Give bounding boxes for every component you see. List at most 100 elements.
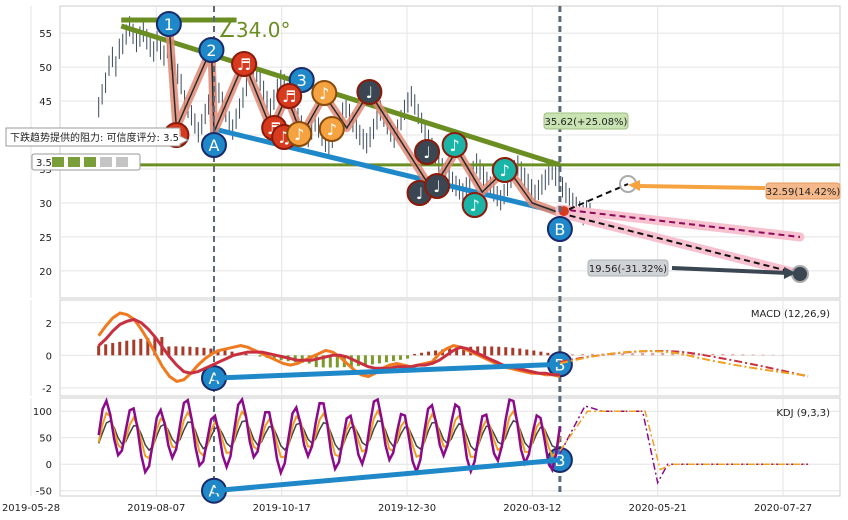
kdj-fc-j [559, 405, 809, 485]
kdj-fc-k [559, 410, 809, 471]
macd-hist-5 [132, 339, 136, 356]
macd-fc-hist-12 [691, 353, 695, 356]
note-dark-1-text: ♩ [423, 143, 431, 162]
macd-hist-0 [97, 345, 101, 356]
marker-a-price-text: A [209, 136, 220, 155]
macd-hist-40 [377, 355, 381, 364]
note-orange-2: ♪ [318, 116, 345, 142]
macd-hist-32 [321, 355, 325, 368]
note-orange-0: ♪ [286, 121, 313, 147]
macd-y-tick-2: 2 [46, 319, 52, 330]
x-tick-1: 2019-08-07 [127, 503, 185, 514]
macd-hist-41 [384, 355, 388, 363]
macd-hist-18 [223, 350, 227, 356]
arrow-mid [637, 184, 766, 190]
x-tick-3: 2019-12-30 [378, 503, 436, 514]
macd-fc-dif [559, 350, 809, 377]
target-low-ring [791, 265, 809, 283]
score-value: 3.5 [36, 158, 52, 169]
resistance-note: 下跌趋势提供的阻力: 可信度评分: 3.5 [5, 127, 190, 147]
kdj-trend-line [213, 457, 561, 494]
macd-series [97, 311, 809, 384]
note-dark-3: ♩ [424, 173, 451, 199]
macd-hist-43 [398, 355, 402, 360]
x-tick-4: 2020-03-12 [503, 503, 561, 514]
macd-hist-15 [202, 347, 206, 356]
macd-fc-hist-10 [671, 353, 675, 356]
macd-trend-line [213, 361, 561, 381]
note-dark-3-circle [424, 173, 451, 199]
macd-hist-48 [434, 350, 438, 356]
macd-hist-7 [146, 338, 150, 356]
note-teal-2-circle [491, 157, 518, 183]
macd-hist-3 [118, 341, 122, 356]
marker-1: 1 [155, 11, 182, 37]
note-teal-0-text: ♪ [450, 136, 460, 155]
marker-1-circle [155, 11, 182, 37]
marker-2-text: 2 [206, 41, 216, 60]
note-red-1-circle [231, 51, 258, 77]
note-dark-0-text: ♩ [366, 83, 374, 102]
macd-hist-13 [188, 346, 192, 356]
macd-hist-39 [370, 355, 374, 365]
macd-fc-hist-8 [651, 352, 655, 356]
macd-hist-6 [139, 338, 143, 356]
marker-b-price-circle [546, 216, 573, 242]
macd-hist-8 [153, 337, 157, 356]
macd-fc-dea [559, 349, 809, 378]
note-orange-0-text: ♪ [294, 125, 304, 144]
macd-fc-hist-5 [621, 353, 625, 356]
note-dark-2-text: ♩ [416, 184, 424, 203]
macd-hist-46 [420, 352, 424, 356]
macd-hist-51 [455, 347, 459, 356]
macd-hist-23 [258, 355, 262, 357]
note-teal-2: ♪ [491, 157, 518, 183]
macd-hist-62 [532, 350, 536, 356]
macd-fc-hist-1 [580, 354, 584, 356]
macd-dea-line [97, 317, 560, 377]
macd-hist-55 [483, 346, 487, 356]
marker-a-kdj-text: A [209, 482, 220, 501]
price-y-tick-1: 25 [39, 233, 52, 244]
macd-hist-33 [328, 355, 332, 368]
x-tick-0: 2019-05-28 [2, 503, 60, 514]
macd-fc-hist-6 [631, 353, 635, 356]
macd-fc-hist-0 [570, 354, 574, 356]
macd-hist-60 [518, 348, 522, 356]
macd-hist-19 [230, 351, 234, 356]
macd-hist-10 [167, 346, 171, 356]
note-dark-0: ♩ [356, 79, 383, 105]
macd-fc-hist-19 [761, 354, 765, 356]
macd-hist-36 [349, 355, 353, 367]
marker-1-text: 1 [164, 15, 174, 34]
macd-hist-14 [195, 347, 199, 356]
note-teal-0-circle [441, 132, 468, 158]
arrow-low-head [784, 267, 796, 279]
marker-b-price: B [546, 216, 573, 242]
macd-hist-47 [427, 351, 431, 356]
note-teal-2-text: ♪ [500, 161, 510, 180]
kdj-j-line [97, 396, 562, 477]
marker-3-text: 3 [297, 71, 307, 90]
x-tick-2: 2019-10-17 [253, 503, 311, 514]
note-teal-1: ♪ [461, 192, 488, 218]
macd-fc-hist-9 [661, 353, 665, 356]
grid-lines [30, 6, 840, 496]
macd-fc-hist-16 [731, 354, 735, 356]
macd-hist-34 [335, 355, 339, 368]
macd-hist-56 [490, 346, 494, 356]
target-box-1: 35.62(+25.08%) [543, 112, 629, 130]
note-red-2-text: ♬ [282, 87, 296, 106]
macd-hist-11 [174, 346, 178, 356]
kdj-y-tick-1: 0 [46, 460, 52, 471]
macd-hist-2 [111, 343, 115, 356]
note-orange-2-circle [318, 116, 345, 142]
note-teal-0: ♪ [441, 132, 468, 158]
macd-hist-44 [406, 355, 410, 359]
note-teal-1-circle [461, 192, 488, 218]
arrow-low [671, 266, 789, 275]
forecast-line-down [559, 212, 801, 275]
